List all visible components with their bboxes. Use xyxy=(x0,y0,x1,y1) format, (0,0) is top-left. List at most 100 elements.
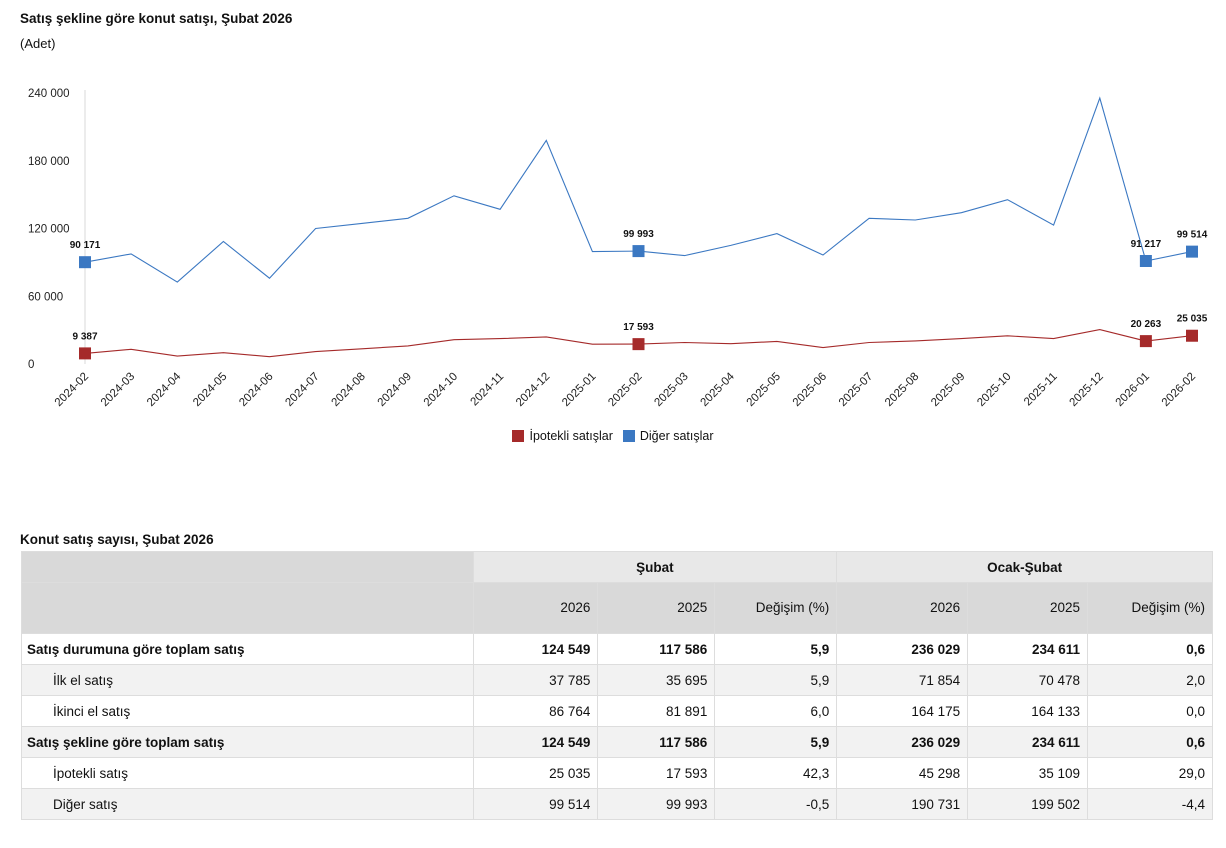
data-label-diger: 99 993 xyxy=(623,229,654,240)
chart-subtitle: (Adet) xyxy=(20,36,56,51)
table-title: Konut satış sayısı, Şubat 2026 xyxy=(20,532,214,547)
y-tick-label: 0 xyxy=(28,359,34,371)
data-label-ipotekli: 9 387 xyxy=(72,331,97,342)
x-tick-label: 2025-02 xyxy=(606,371,644,409)
sub-header: 2026 xyxy=(836,582,969,634)
legend-item-ipotekli: İpotekli satışlar xyxy=(512,429,613,443)
table-row: İkinci el satış 86 764 81 891 6,0 164 17… xyxy=(21,695,1213,727)
table-sub-header-row: 2026 2025 Değişim (%) 2026 2025 Değişim … xyxy=(21,582,1213,634)
cell: 35 695 xyxy=(597,664,716,696)
x-tick-label: 2025-01 xyxy=(560,371,598,409)
legend-item-diger: Diğer satışlar xyxy=(622,429,714,443)
table-row: İlk el satış 37 785 35 695 5,9 71 854 70… xyxy=(21,664,1213,696)
cell: 5,9 xyxy=(714,664,838,696)
y-tick-label: 120 000 xyxy=(28,224,70,236)
y-axis: 0 60 000 120 000 180 000 240 000 xyxy=(28,88,86,371)
cell: 117 586 xyxy=(597,726,716,758)
cell: 2,0 xyxy=(1087,664,1213,696)
cell: 0,6 xyxy=(1087,726,1213,758)
row-label: Satış durumuna göre toplam satış xyxy=(21,633,474,665)
x-tick-label: 2024-02 xyxy=(53,371,91,409)
cell: 190 731 xyxy=(836,788,969,820)
x-tick-label: 2025-05 xyxy=(745,371,783,409)
x-axis: 2024-02 2024-03 2024-04 2024-05 2024-06 2024-… xyxy=(53,370,1198,409)
data-marker-ipotekli xyxy=(1139,335,1152,348)
x-tick-label: 2024-09 xyxy=(376,371,414,409)
cell: 99 993 xyxy=(597,788,716,820)
x-tick-label: 2024-08 xyxy=(330,371,368,409)
cell: 164 175 xyxy=(836,695,969,727)
x-tick-label: 2025-08 xyxy=(883,371,921,409)
y-tick-label: 180 000 xyxy=(28,156,70,168)
x-tick-label: 2025-06 xyxy=(791,371,829,409)
series-layer: 9 387 17 593 20 263 25 035 90 171 99 993 91 21… xyxy=(70,96,1208,360)
cell: 164 133 xyxy=(967,695,1089,727)
cell: 71 854 xyxy=(836,664,969,696)
x-tick-label: 2025-07 xyxy=(837,371,875,409)
x-tick-label: 2024-03 xyxy=(99,371,137,409)
cell: 199 502 xyxy=(967,788,1089,820)
sub-header: Değişim (%) xyxy=(714,582,838,634)
x-tick-label: 2025-10 xyxy=(975,371,1013,409)
row-label: Satış şekline göre toplam satış xyxy=(21,726,474,758)
data-label-diger: 90 171 xyxy=(70,240,101,251)
x-tick-label: 2025-09 xyxy=(929,371,967,409)
x-tick-label: 2024-11 xyxy=(469,371,507,409)
chart-legend: İpotekli satışlar Diğer satışlar xyxy=(0,429,1226,443)
cell: 0,0 xyxy=(1087,695,1213,727)
cell: 117 586 xyxy=(597,633,716,665)
table-row: Diğer satış 99 514 99 993 -0,5 190 731 1… xyxy=(21,788,1213,820)
cell: 25 035 xyxy=(472,757,599,789)
cell: 29,0 xyxy=(1087,757,1213,789)
data-marker-ipotekli xyxy=(632,338,645,351)
cell: -4,4 xyxy=(1087,788,1213,820)
cell: 35 109 xyxy=(967,757,1089,789)
sub-header: 2025 xyxy=(967,582,1089,634)
cell: 234 611 xyxy=(967,726,1089,758)
cell: -0,5 xyxy=(714,788,838,820)
x-tick-label: 2024-05 xyxy=(191,371,229,409)
x-tick-label: 2025-11 xyxy=(1022,371,1060,409)
data-label-diger: 99 514 xyxy=(1177,230,1208,241)
cell: 45 298 xyxy=(836,757,969,789)
data-marker-ipotekli xyxy=(79,347,91,360)
x-tick-label: 2025-04 xyxy=(699,370,738,409)
cell: 99 514 xyxy=(472,788,599,820)
legend-swatch-diger xyxy=(622,430,635,442)
row-label: İkinci el satış xyxy=(21,695,474,727)
sub-header: Değişim (%) xyxy=(1087,582,1213,634)
y-tick-label: 240 000 xyxy=(28,88,70,100)
cell: 124 549 xyxy=(472,726,599,758)
cell: 6,0 xyxy=(714,695,838,727)
cell: 236 029 xyxy=(836,726,969,758)
cell: 81 891 xyxy=(597,695,716,727)
y-tick-label: 60 000 xyxy=(28,291,63,303)
data-marker-diger xyxy=(1139,255,1152,268)
cell: 234 611 xyxy=(967,633,1089,665)
group-header-subat: Şubat xyxy=(472,551,838,583)
data-marker-ipotekli xyxy=(1186,329,1198,342)
cell: 5,9 xyxy=(714,726,838,758)
data-label-diger: 91 217 xyxy=(1131,239,1162,250)
table-row: Satış durumuna göre toplam satış 124 549… xyxy=(21,633,1213,665)
cell: 37 785 xyxy=(472,664,599,696)
sub-header: 2026 xyxy=(472,582,599,634)
header-blank-2 xyxy=(21,582,474,634)
x-tick-label: 2026-01 xyxy=(1114,371,1152,409)
sub-header: 2025 xyxy=(597,582,716,634)
data-marker-diger xyxy=(632,245,645,258)
sales-table: Şubat Ocak-Şubat 2026 2025 Değişim (%) 2… xyxy=(21,551,1213,820)
cell: 5,9 xyxy=(714,633,838,665)
row-label: İlk el satış xyxy=(21,664,474,696)
table-row: İpotekli satış 25 035 17 593 42,3 45 298… xyxy=(21,757,1213,789)
data-label-ipotekli: 17 593 xyxy=(623,322,654,333)
cell: 17 593 xyxy=(597,757,716,789)
chart-title: Satış şekline göre konut satışı, Şubat 2… xyxy=(20,11,293,26)
row-label: İpotekli satış xyxy=(21,757,474,789)
data-marker-diger xyxy=(1186,245,1198,258)
x-tick-label: 2024-07 xyxy=(283,371,321,409)
data-marker-diger xyxy=(79,256,91,269)
x-tick-label: 2025-03 xyxy=(652,371,690,409)
table-group-header-row: Şubat Ocak-Şubat xyxy=(21,551,1213,583)
